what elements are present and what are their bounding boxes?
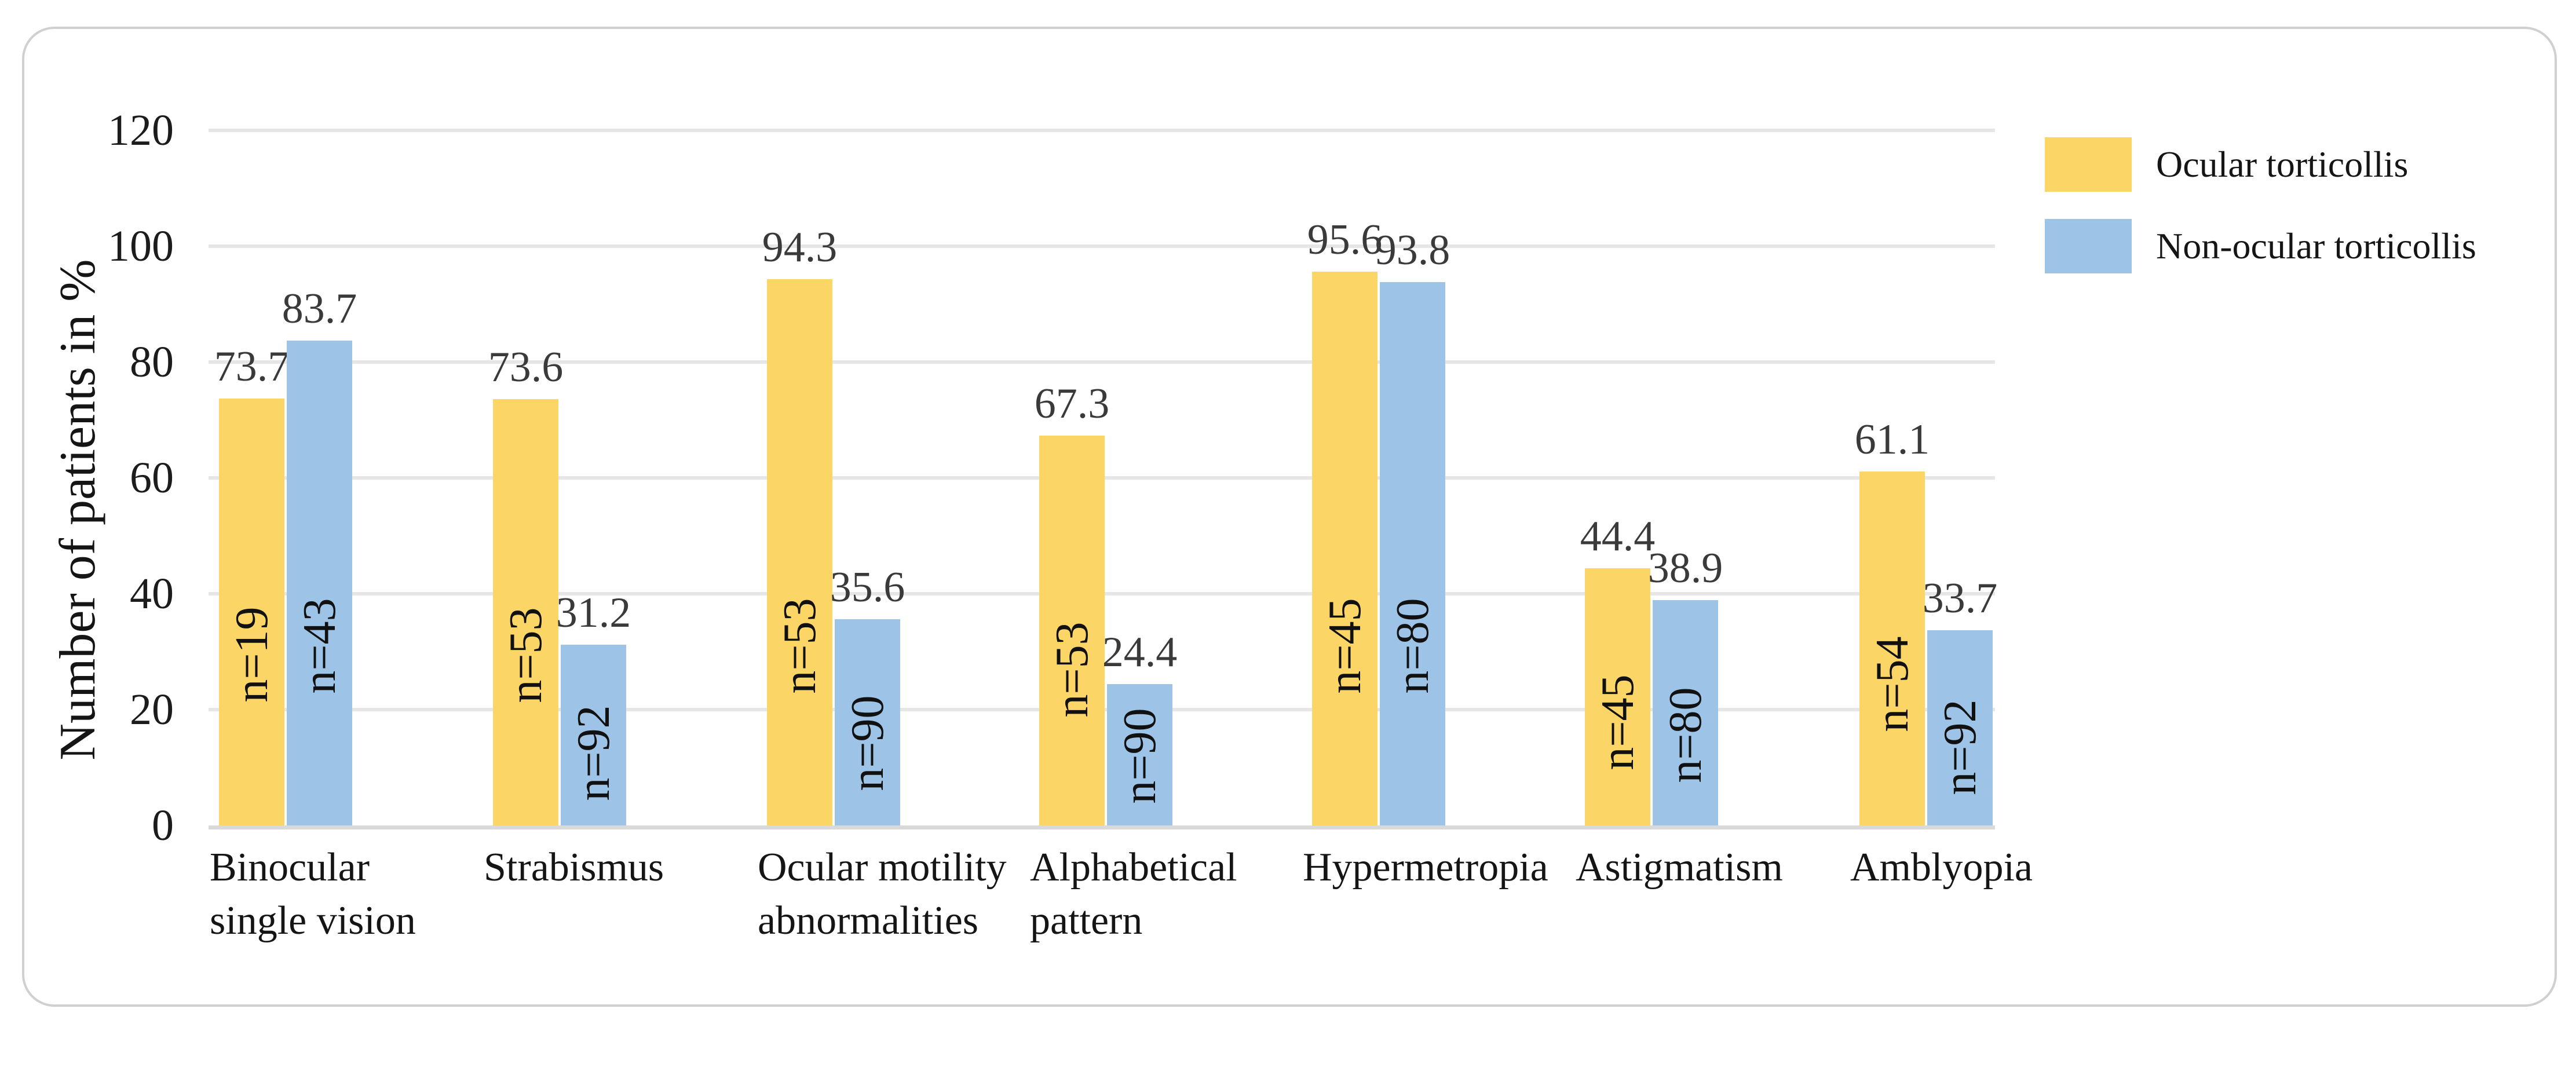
bar-n-label: n=80	[1660, 687, 1711, 783]
bar-value-label: 73.6	[488, 343, 564, 391]
legend-swatch-ocular-icon	[2045, 137, 2132, 192]
bar	[219, 399, 284, 825]
gridline	[209, 129, 1995, 132]
x-axis-line	[209, 825, 1995, 829]
bar-value-label: 61.1	[1854, 416, 1930, 463]
y-tick-label: 100	[108, 222, 174, 271]
bar-n-label: n=45	[1592, 674, 1643, 770]
bar	[1585, 568, 1650, 825]
bar	[561, 645, 626, 825]
bar	[767, 279, 832, 825]
bar-value-label: 24.4	[1102, 628, 1178, 676]
y-axis-title: Number of patients in %	[50, 259, 106, 761]
legend-swatch-non-ocular-icon	[2045, 219, 2132, 273]
bar	[1927, 630, 1993, 825]
y-tick-label: 60	[130, 454, 174, 502]
bar-n-label: n=92	[568, 705, 619, 801]
bar	[1039, 436, 1105, 825]
bar-value-label: 44.4	[1580, 513, 1656, 560]
figure-canvas: { "chart_data": { "type": "bar", "title"…	[22, 27, 2557, 1007]
legend-label-ocular: Ocular torticollis	[2156, 144, 2409, 185]
bar-value-label: 67.3	[1034, 380, 1110, 427]
gridline	[209, 360, 1995, 364]
bar	[1859, 472, 1925, 825]
bar-value-label: 35.6	[830, 564, 905, 611]
bar-value-label: 38.9	[1647, 544, 1723, 592]
legend-label-non-ocular: Non-ocular torticollis	[2156, 225, 2476, 266]
bar	[1380, 282, 1445, 825]
category-label: Amblyopia	[1850, 845, 2033, 890]
category-label: Strabismus	[484, 845, 664, 890]
bar-n-label: n=92	[1934, 699, 1986, 795]
category-label: Alphabetical pattern	[1030, 845, 1237, 943]
category-label: Binocular single vision	[210, 845, 416, 943]
bar-value-label: 33.7	[1922, 575, 1998, 622]
category-label: Astigmatism	[1576, 845, 1783, 890]
plot-area: 0 20 40 60 80 100 120 73.7 n=19 73.6 n=53 94.3 n=53 6…	[108, 106, 2033, 943]
bar-n-label: n=90	[1114, 708, 1165, 804]
category-label: Hypermetropia	[1303, 845, 1548, 890]
bar-value-label: 93.8	[1375, 226, 1450, 274]
bar-n-label: n=54	[1866, 636, 1918, 732]
legend-item-ocular-torticollis: Ocular torticollis	[2045, 137, 2408, 192]
bar	[1653, 600, 1718, 825]
bar-n-label: n=90	[842, 695, 893, 791]
y-tick-label: 20	[130, 685, 174, 734]
bar	[493, 399, 558, 825]
chart-card	[22, 27, 2557, 1007]
bar-value-label: 31.2	[556, 589, 631, 637]
bar-n-label: n=45	[1319, 598, 1371, 694]
bar-value-label: 95.6	[1307, 216, 1383, 264]
legend-item-non-ocular-torticollis: Non-ocular torticollis	[2045, 219, 2476, 273]
bar-n-label: n=19	[226, 606, 277, 703]
bar-value-label: 73.7	[214, 343, 290, 390]
gridline	[209, 244, 1995, 248]
bar	[287, 341, 352, 825]
y-tick-label: 80	[130, 338, 174, 386]
bar-n-label: n=43	[294, 598, 345, 694]
bar	[1312, 272, 1377, 825]
bar-value-label: 94.3	[762, 224, 838, 271]
bar-n-label: n=80	[1387, 598, 1438, 694]
bar	[1107, 684, 1172, 825]
category-label: Ocular motility abnormalities	[758, 845, 1007, 943]
y-tick-label: 120	[108, 106, 174, 155]
y-tick-label: 40	[130, 569, 174, 618]
y-tick-label: 0	[152, 801, 174, 850]
bar	[835, 619, 900, 825]
bar-value-label: 83.7	[282, 285, 357, 332]
